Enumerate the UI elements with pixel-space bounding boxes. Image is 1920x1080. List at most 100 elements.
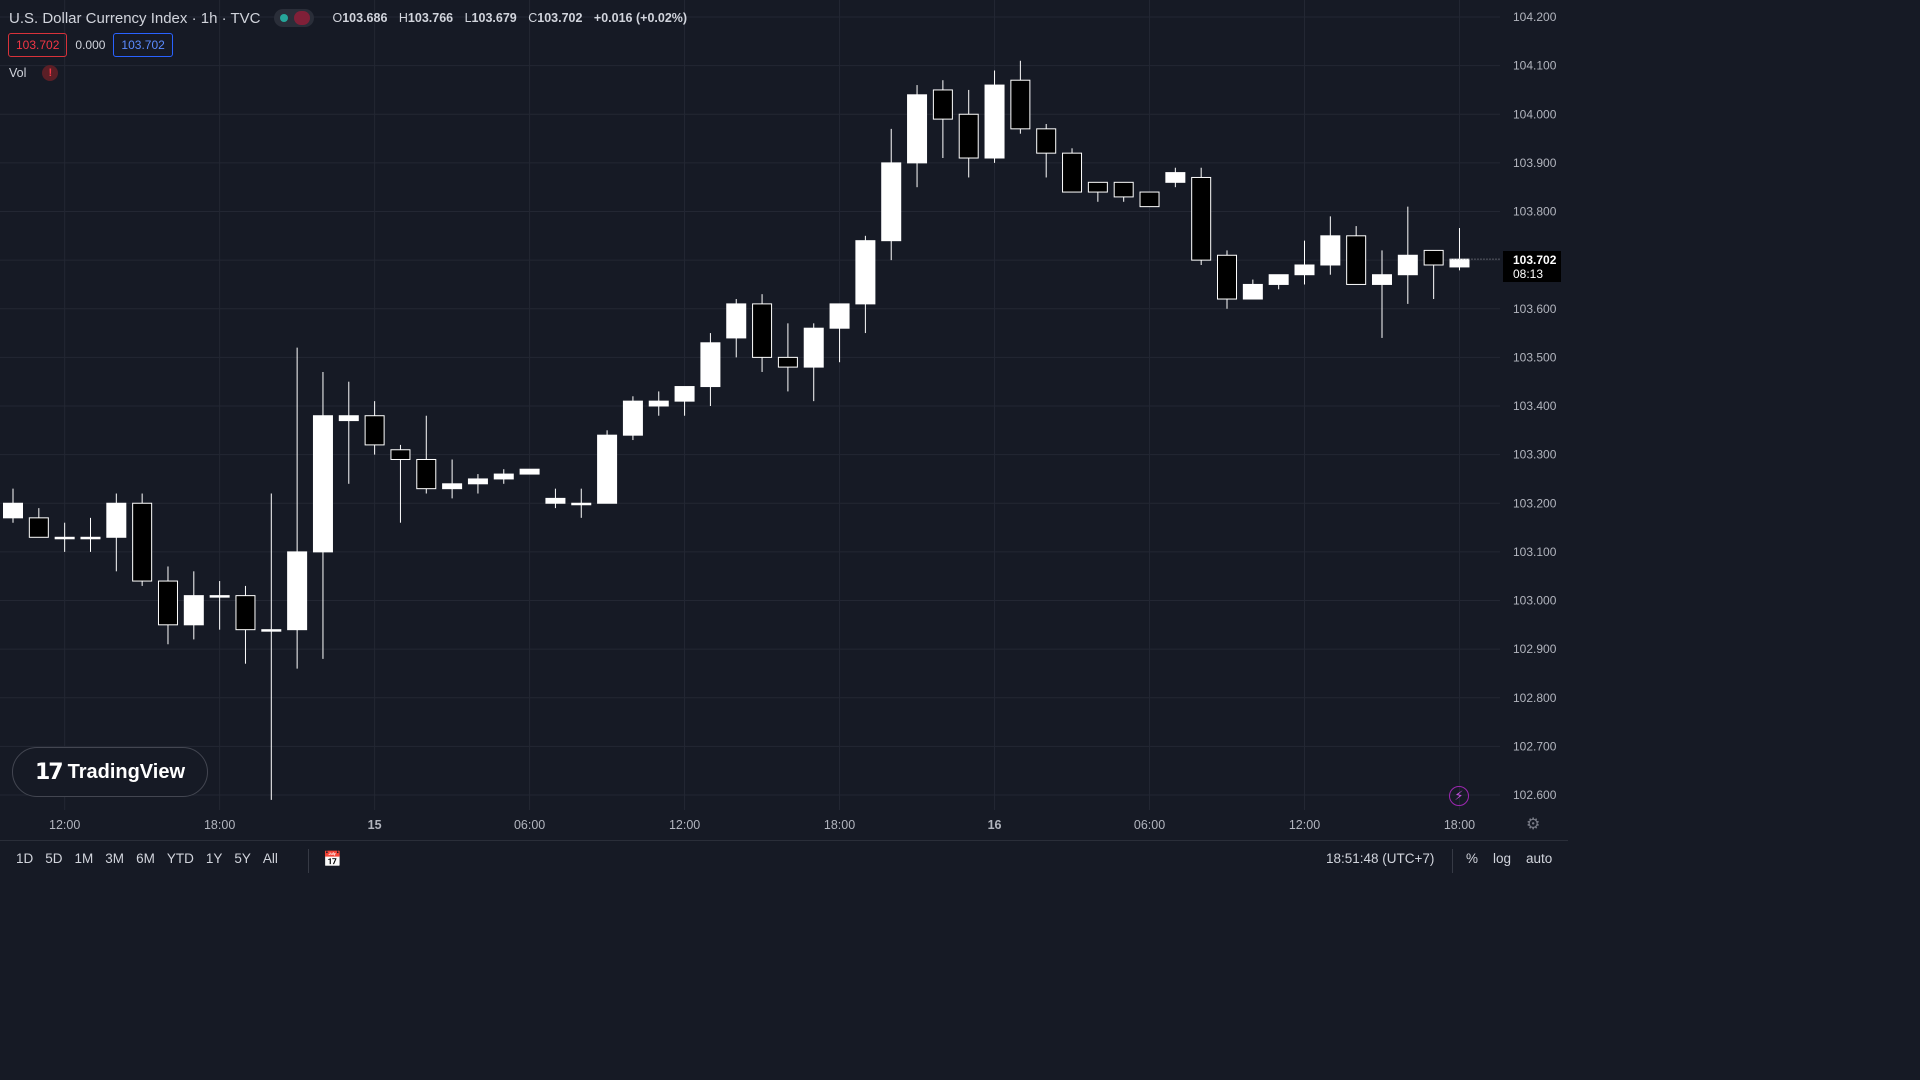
lightning-icon[interactable]: ⚡ <box>1449 786 1469 806</box>
candle <box>1165 167 1186 188</box>
candle <box>132 493 153 586</box>
chart-grid <box>0 0 1500 810</box>
high-value: 103.766 <box>407 11 454 25</box>
low-value: 103.679 <box>471 11 517 25</box>
candle <box>1191 167 1212 265</box>
candle <box>1268 274 1289 290</box>
candle-body-down <box>932 89 953 120</box>
range-button-1d[interactable]: 1D <box>16 851 34 866</box>
candle-body-up <box>1294 264 1315 276</box>
candle <box>1036 123 1057 178</box>
warning-icon[interactable]: ! <box>42 65 59 81</box>
price-tick-label: 102.700 <box>1513 739 1557 753</box>
range-button-5d[interactable]: 5D <box>45 851 63 866</box>
candle-body-up <box>338 415 359 422</box>
high-label: H <box>398 11 408 25</box>
tradingview-wordmark: TradingView <box>67 760 186 783</box>
range-button-all[interactable]: All <box>262 851 278 866</box>
candle-body-down <box>132 502 153 582</box>
range-button-3m[interactable]: 3M <box>105 851 125 866</box>
time-tick-label: 15 <box>368 818 382 832</box>
candle-body-up <box>881 162 902 242</box>
candle-body-down <box>1062 152 1083 193</box>
open-value: 103.686 <box>342 11 388 25</box>
candle <box>1320 216 1341 275</box>
candle <box>1010 60 1031 134</box>
candle <box>674 386 695 416</box>
time-tick-label: 12:00 <box>669 818 700 832</box>
candle-body-up <box>700 342 721 388</box>
candle-body-up <box>493 473 514 480</box>
time-tick-label: 12:00 <box>49 818 80 832</box>
volume-indicator-row: Vol ! <box>9 65 59 81</box>
price-tick-label: 104.200 <box>1513 10 1557 24</box>
candle <box>1217 250 1238 309</box>
scale-option-log[interactable]: log <box>1493 851 1512 866</box>
candle-body-up <box>1449 258 1470 268</box>
candle-body-down <box>416 458 437 490</box>
candle <box>106 493 127 572</box>
clock-timezone[interactable]: 18:51:48 (UTC+7) <box>1326 851 1435 866</box>
candle-body-down <box>28 517 49 538</box>
candle-body-down <box>1113 181 1134 198</box>
range-button-6m[interactable]: 6M <box>136 851 155 866</box>
candle-body-up <box>571 502 592 506</box>
candle-body-down <box>1346 235 1367 285</box>
candle <box>28 508 49 538</box>
buy-price-button[interactable]: 103.702 <box>113 33 173 57</box>
candle-body-up <box>984 84 1005 159</box>
sell-price-button[interactable]: 103.702 <box>8 33 68 57</box>
candle <box>261 493 282 800</box>
candle <box>1371 250 1392 338</box>
tradingview-logo[interactable]: 17 TradingView <box>12 747 208 797</box>
price-tick-label: 103.400 <box>1513 399 1557 413</box>
candle-body-up <box>467 478 488 485</box>
candle-body-up <box>1268 274 1289 285</box>
candle <box>442 459 463 499</box>
range-button-5y[interactable]: 5Y <box>234 851 251 866</box>
candle <box>597 430 618 504</box>
price-axis[interactable]: 104.200 104.100 104.000 103.900 103.800 103.7… <box>1513 10 1557 802</box>
time-axis[interactable]: 12:00 18:00 15 06:00 12:00 18:00 16 06:00 12:00 1… <box>49 818 1475 832</box>
legend-header: U.S. Dollar Currency Index · 1h · TVC O1… <box>9 8 687 28</box>
candle-body-down <box>777 356 798 368</box>
price-tick-label: 102.900 <box>1513 642 1557 656</box>
candlestick-chart[interactable]: 104.200 104.100 104.000 103.900 103.800 103.7… <box>0 0 1568 840</box>
candle-body-up <box>287 551 308 631</box>
candle <box>338 381 359 484</box>
candle <box>1139 191 1160 208</box>
candle <box>932 80 953 159</box>
market-status-toggle[interactable] <box>274 9 315 27</box>
candle <box>1423 249 1444 300</box>
candle <box>622 396 643 441</box>
candle <box>519 468 540 475</box>
ohlc-values: O103.686 H103.766 L103.679 C103.702 +0.0… <box>332 11 687 25</box>
candle <box>829 303 850 363</box>
tradingview-mark-icon: 17 <box>34 759 64 785</box>
candle <box>907 85 928 188</box>
candle <box>1062 148 1083 193</box>
candle <box>493 469 514 484</box>
range-button-1y[interactable]: 1Y <box>205 851 223 866</box>
price-tick-label: 102.800 <box>1513 691 1557 705</box>
date-range-buttons: 1D 5D 1M 3M 6M YTD 1Y 5Y All <box>10 851 284 866</box>
price-tick-label: 103.100 <box>1513 545 1557 559</box>
volume-label[interactable]: Vol <box>9 66 27 80</box>
candle <box>958 89 979 178</box>
candle-body-up <box>54 536 75 540</box>
candle <box>881 128 902 261</box>
candle-body-up <box>80 536 101 540</box>
settings-gear-icon[interactable]: ⚙ <box>1526 816 1541 833</box>
current-price-label: 103.702 08:13 <box>1503 251 1561 282</box>
candle <box>287 347 308 669</box>
candle-body-up <box>312 415 333 553</box>
calendar-range-icon[interactable]: 📅 <box>323 851 342 868</box>
candle-body-up <box>622 400 643 436</box>
candle <box>416 415 437 494</box>
range-button-ytd[interactable]: YTD <box>166 851 194 866</box>
range-button-1m[interactable]: 1M <box>74 851 94 866</box>
scale-option-percent[interactable]: % <box>1466 851 1479 866</box>
scale-option-auto[interactable]: auto <box>1526 851 1553 866</box>
symbol-title[interactable]: U.S. Dollar Currency Index · 1h · TVC <box>9 9 261 27</box>
candle-body-up <box>209 595 230 598</box>
